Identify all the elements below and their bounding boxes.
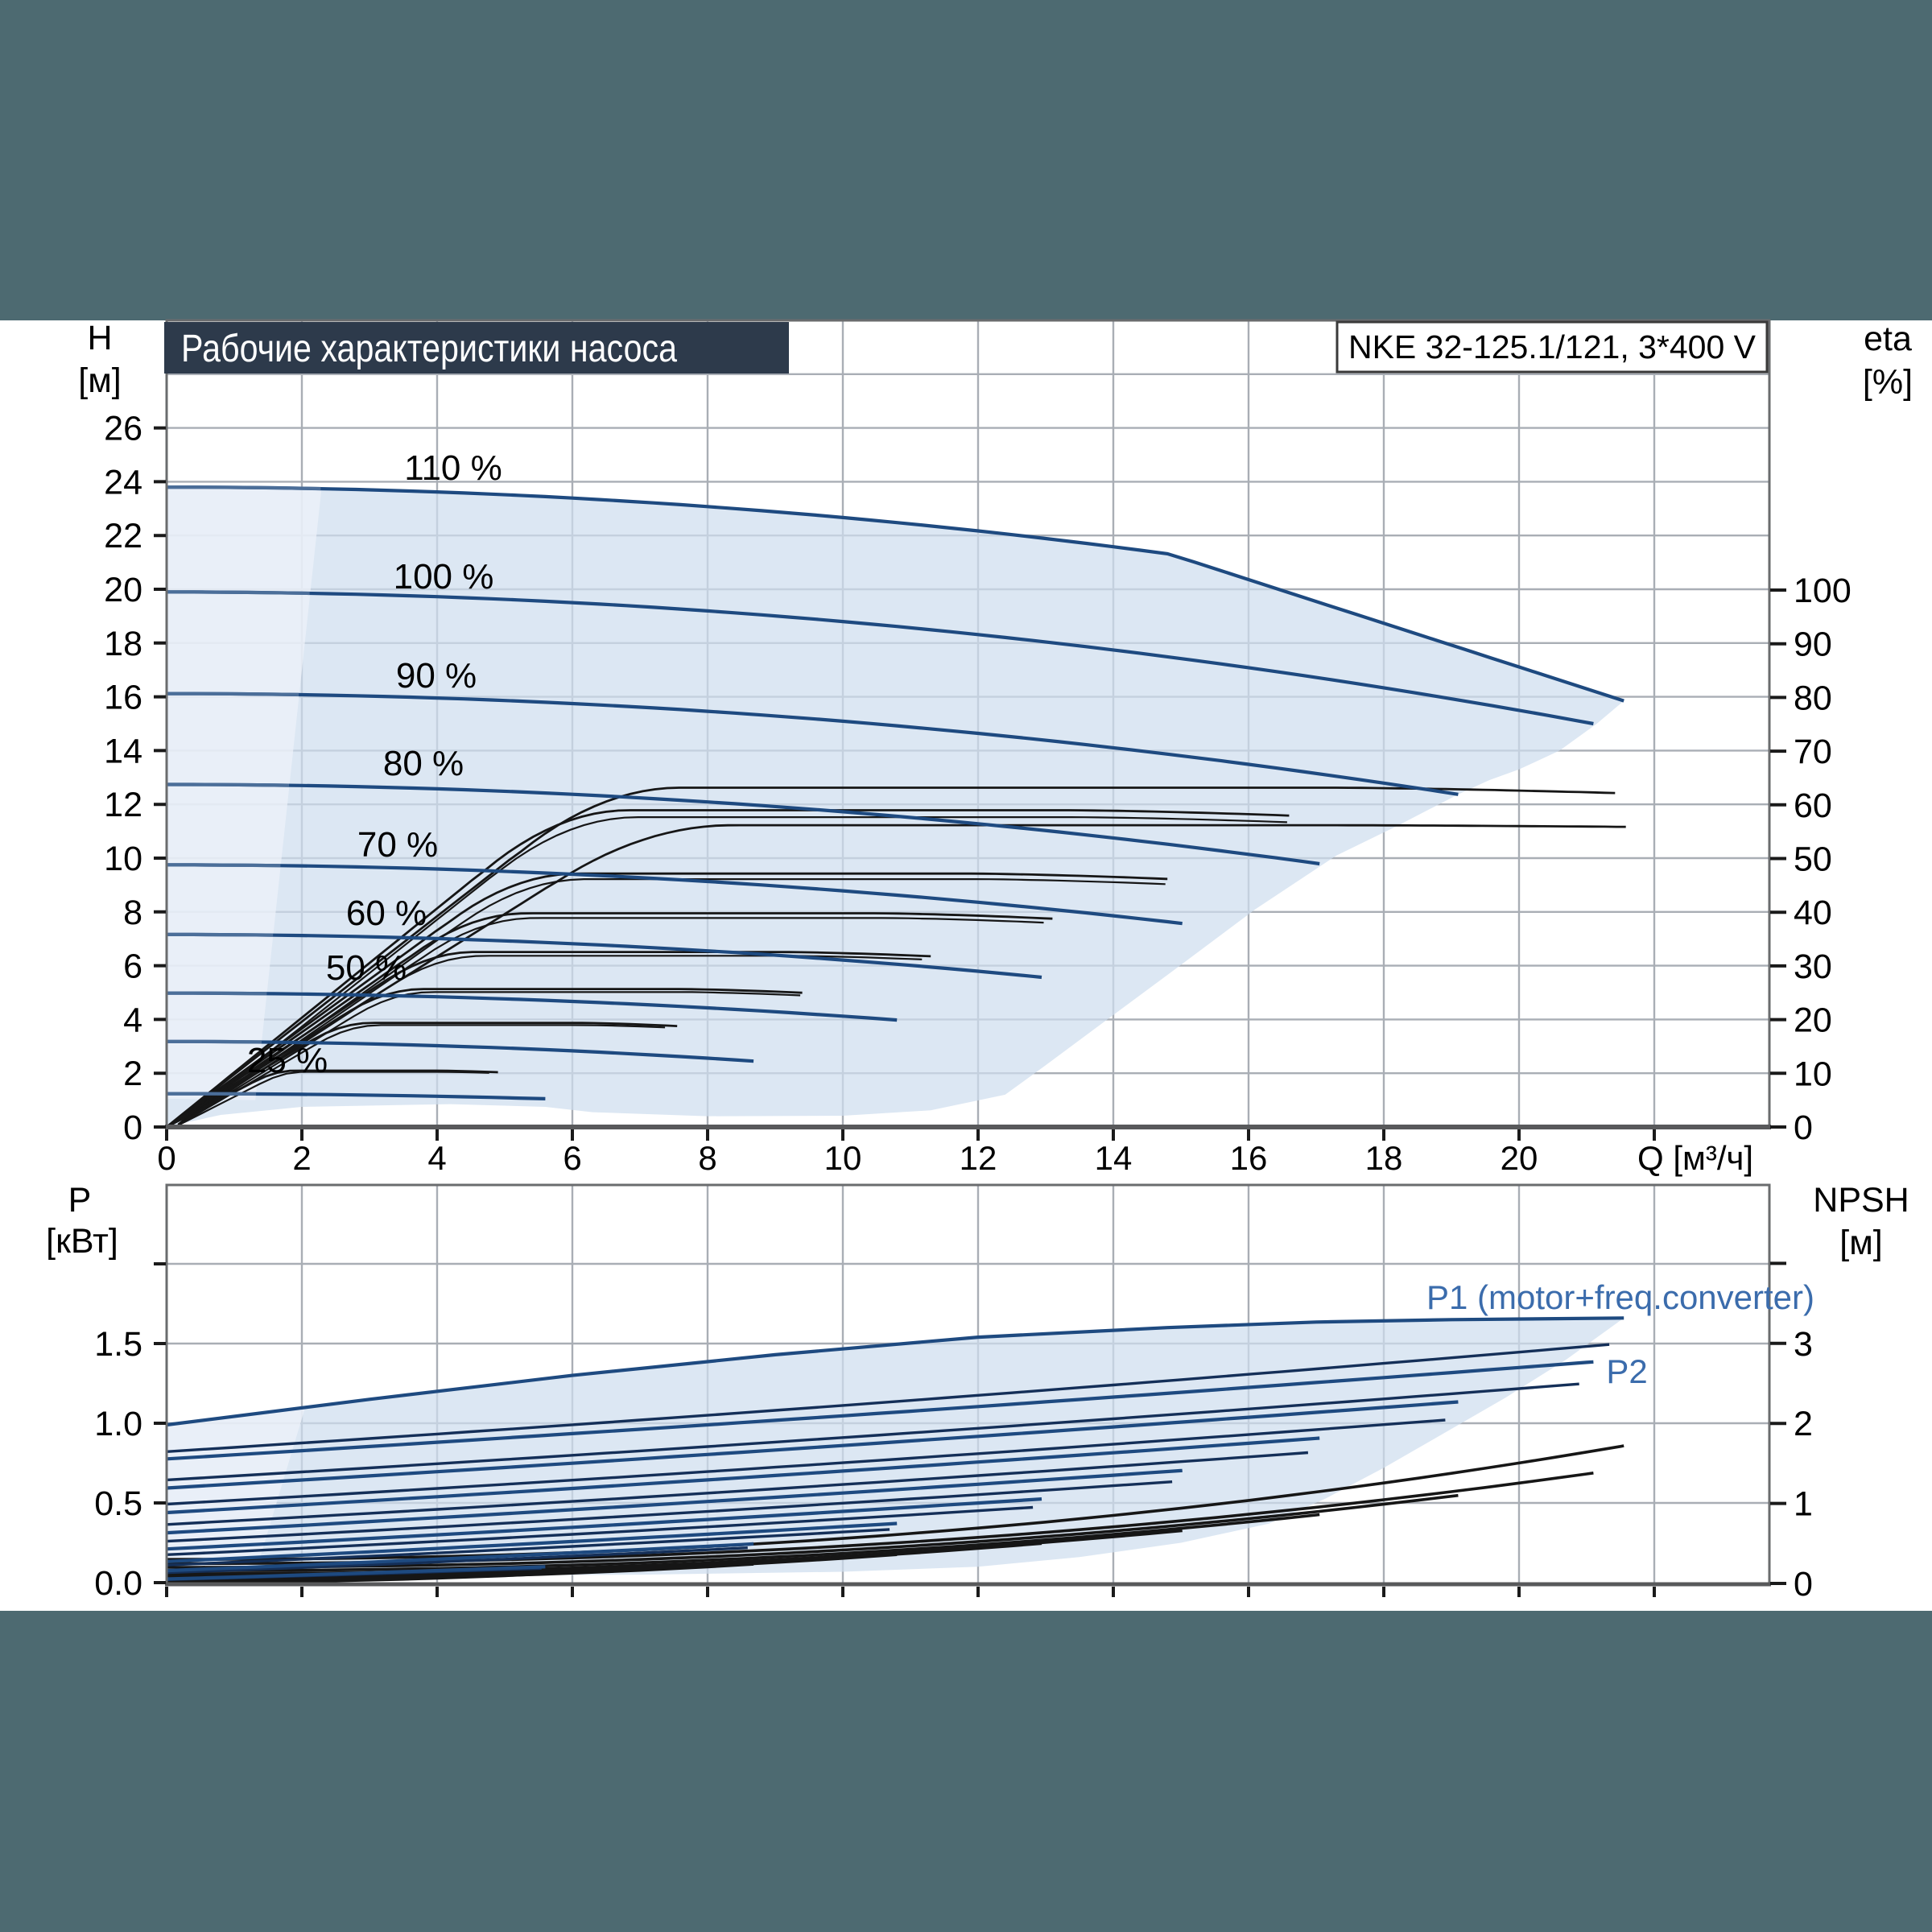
svg-text:0: 0	[1794, 1108, 1813, 1147]
svg-text:50 %: 50 %	[326, 948, 407, 988]
svg-text:1: 1	[1794, 1485, 1813, 1524]
svg-text:50: 50	[1794, 840, 1832, 879]
svg-text:H: H	[87, 319, 112, 357]
svg-text:80: 80	[1794, 679, 1832, 717]
svg-text:90: 90	[1794, 625, 1832, 664]
svg-text:3: 3	[1794, 1325, 1813, 1364]
svg-text:18: 18	[1365, 1139, 1403, 1177]
svg-text:Рабочие характеристики насоса: Рабочие характеристики насоса	[181, 328, 677, 370]
svg-text:[м]: [м]	[78, 361, 121, 400]
svg-text:80 %: 80 %	[383, 744, 464, 783]
svg-text:[м]: [м]	[1839, 1224, 1882, 1262]
svg-text:60 %: 60 %	[346, 894, 427, 933]
svg-text:P1 (motor+freq.converter): P1 (motor+freq.converter)	[1426, 1278, 1814, 1316]
svg-text:8: 8	[123, 894, 142, 932]
svg-text:12: 12	[104, 786, 142, 824]
svg-text:6: 6	[123, 947, 142, 986]
svg-text:NKE 32-125.1/121, 3*400 V: NKE 32-125.1/121, 3*400 V	[1348, 328, 1757, 365]
svg-text:1.5: 1.5	[94, 1325, 142, 1364]
svg-text:[кВт]: [кВт]	[46, 1222, 118, 1261]
svg-text:60: 60	[1794, 786, 1832, 825]
svg-text:0.5: 0.5	[94, 1484, 142, 1523]
svg-text:70 %: 70 %	[357, 825, 438, 865]
svg-text:25 %: 25 %	[247, 1041, 328, 1080]
svg-text:4: 4	[123, 1001, 142, 1039]
svg-text:14: 14	[1095, 1139, 1133, 1177]
svg-text:24: 24	[104, 463, 142, 502]
svg-text:4: 4	[427, 1139, 446, 1177]
svg-text:[%]: [%]	[1863, 363, 1913, 402]
svg-text:0: 0	[157, 1139, 175, 1177]
svg-text:1.0: 1.0	[94, 1405, 142, 1443]
svg-text:18: 18	[104, 625, 142, 663]
svg-text:20: 20	[104, 571, 142, 609]
svg-text:14: 14	[104, 732, 142, 770]
svg-text:12: 12	[960, 1139, 997, 1177]
svg-text:0: 0	[1794, 1565, 1813, 1604]
svg-text:NPSH: NPSH	[1813, 1181, 1909, 1220]
svg-text:P: P	[68, 1181, 92, 1220]
svg-text:100: 100	[1794, 572, 1852, 610]
svg-text:10: 10	[824, 1139, 862, 1177]
svg-text:100 %: 100 %	[394, 557, 494, 597]
svg-text:2: 2	[292, 1139, 311, 1177]
svg-text:20: 20	[1501, 1139, 1538, 1177]
svg-text:P2: P2	[1606, 1352, 1647, 1390]
svg-text:26: 26	[104, 410, 142, 448]
svg-text:eta: eta	[1864, 320, 1912, 358]
svg-text:Q [м³/ч]: Q [м³/ч]	[1637, 1139, 1753, 1177]
svg-text:16: 16	[1230, 1139, 1268, 1177]
svg-text:20: 20	[1794, 1001, 1832, 1040]
svg-text:10: 10	[104, 840, 142, 878]
svg-text:70: 70	[1794, 733, 1832, 771]
svg-text:22: 22	[104, 517, 142, 555]
svg-text:8: 8	[698, 1139, 716, 1177]
svg-text:110 %: 110 %	[404, 448, 502, 488]
svg-text:30: 30	[1794, 947, 1832, 986]
svg-text:2: 2	[123, 1055, 142, 1093]
svg-text:6: 6	[563, 1139, 581, 1177]
svg-text:16: 16	[104, 679, 142, 717]
svg-text:0.0: 0.0	[94, 1564, 142, 1603]
svg-text:40: 40	[1794, 894, 1832, 932]
svg-text:2: 2	[1794, 1405, 1813, 1443]
svg-text:10: 10	[1794, 1055, 1832, 1093]
svg-text:0: 0	[123, 1108, 142, 1147]
svg-text:90 %: 90 %	[396, 656, 477, 696]
